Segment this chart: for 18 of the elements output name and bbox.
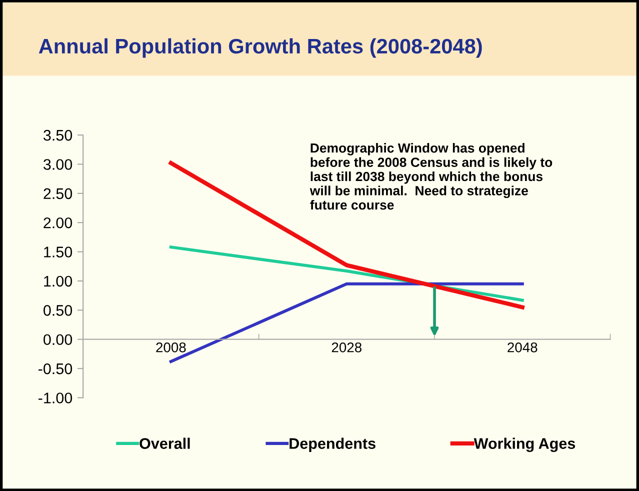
y-tick-label: 2.50	[44, 188, 72, 200]
legend-label: Dependents	[290, 438, 376, 452]
x-tick-label: 2048	[508, 342, 538, 352]
y-tick-label: 2.00	[44, 217, 72, 228]
x-tick-label: 2028	[332, 342, 362, 352]
y-tick-label: 3.50	[44, 130, 72, 141]
y-tick-label: 0.00	[44, 334, 72, 346]
y-tick-label: 3.00	[44, 159, 72, 170]
y-tick-label: -0.50	[38, 363, 72, 374]
y-tick-label: 0.50	[44, 305, 72, 316]
y-tick-label: -1.00	[38, 392, 72, 404]
legend-label: Working Ages	[474, 438, 576, 452]
legend-label: Overall	[140, 438, 190, 449]
y-tick-label: 1.00	[44, 276, 72, 287]
x-tick-label: 2008	[156, 342, 186, 352]
chart-title: Annual Population Growth Rates (2008-2048)	[38, 38, 482, 58]
y-tick-label: 1.50	[44, 246, 72, 258]
annotation: Demographic Window has opened before the 2008 Census and is likely to last till 2038 beyond which the bonus will be minimal. Need to strategize future course	[310, 143, 552, 210]
